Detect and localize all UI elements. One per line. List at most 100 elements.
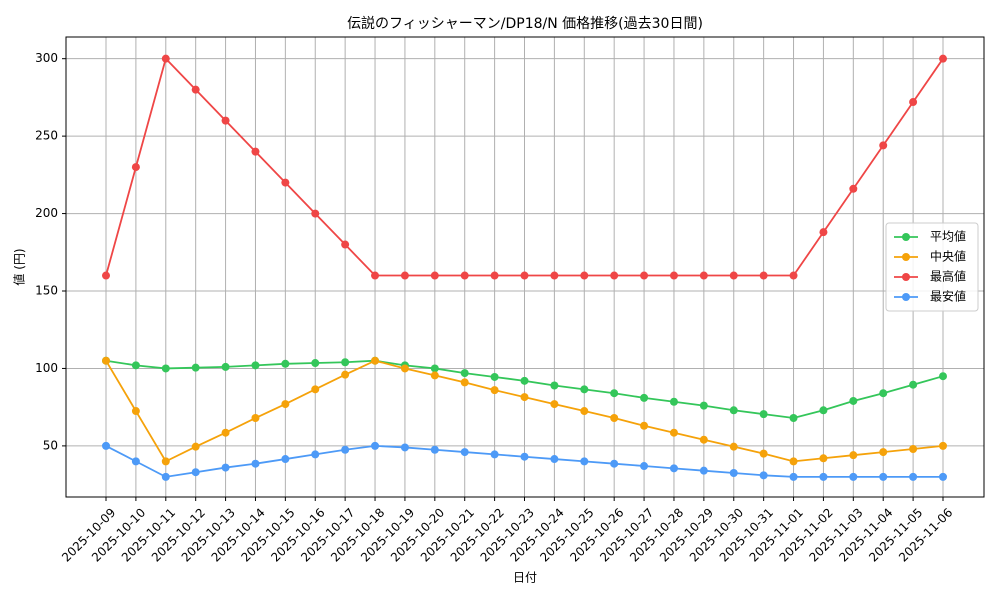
data-point <box>640 421 649 430</box>
x-axis-label: 日付 <box>513 571 537 585</box>
y-tick-label: 250 <box>35 129 58 143</box>
data-point <box>759 410 768 419</box>
data-point <box>610 414 619 423</box>
data-point <box>251 414 260 423</box>
legend-label: 中央値 <box>930 249 966 264</box>
data-point <box>520 271 529 280</box>
y-tick-label: 50 <box>43 438 58 452</box>
data-point <box>371 271 380 280</box>
data-point <box>251 361 260 370</box>
data-point <box>161 364 170 373</box>
data-point <box>879 448 888 457</box>
data-point <box>789 457 798 466</box>
data-point <box>669 428 678 437</box>
data-point <box>819 472 828 481</box>
data-point <box>490 372 499 381</box>
data-point <box>221 116 230 125</box>
data-point <box>669 397 678 406</box>
y-tick-label: 200 <box>35 206 58 220</box>
legend-label: 最高値 <box>930 269 966 284</box>
data-point <box>669 271 678 280</box>
data-point <box>610 459 619 468</box>
data-point <box>191 468 200 477</box>
data-point <box>191 442 200 451</box>
data-point <box>939 54 947 63</box>
legend-marker <box>902 233 910 241</box>
data-point <box>520 452 529 461</box>
y-axis-label: 値 (円) <box>12 248 27 285</box>
data-point <box>341 240 350 249</box>
legend-marker <box>902 253 910 261</box>
data-point <box>460 369 469 378</box>
data-point <box>131 457 140 466</box>
data-point <box>221 463 230 472</box>
data-point <box>879 141 888 150</box>
data-point <box>131 361 140 370</box>
data-point <box>849 451 858 460</box>
data-point <box>251 459 260 468</box>
data-point <box>490 450 499 459</box>
data-point <box>729 442 738 451</box>
data-point <box>759 449 768 458</box>
data-point <box>520 393 529 402</box>
data-point <box>490 386 499 395</box>
data-point <box>430 364 439 373</box>
data-point <box>759 271 768 280</box>
data-point <box>341 370 350 379</box>
data-point <box>191 363 200 372</box>
data-point <box>460 378 469 387</box>
chart-title: 伝説のフィッシャーマン/DP18/N 価格推移(過去30日間) <box>347 16 703 32</box>
data-point <box>699 466 708 475</box>
data-point <box>400 364 409 373</box>
data-point <box>729 468 738 477</box>
data-point <box>311 450 320 459</box>
data-point <box>939 441 947 450</box>
data-point <box>430 371 439 380</box>
data-point <box>550 400 559 409</box>
data-point <box>939 472 947 481</box>
data-point <box>819 454 828 463</box>
data-point <box>191 85 200 94</box>
data-point <box>640 271 649 280</box>
plot-frame <box>65 36 985 498</box>
data-point <box>341 445 350 454</box>
data-point <box>311 209 320 218</box>
data-point <box>699 401 708 410</box>
legend-label: 平均値 <box>930 229 966 244</box>
data-point <box>281 455 290 464</box>
data-point <box>699 271 708 280</box>
data-point <box>580 271 589 280</box>
data-point <box>520 376 529 385</box>
data-point <box>610 389 619 398</box>
data-point <box>909 472 918 481</box>
data-point <box>580 407 589 416</box>
data-point <box>789 472 798 481</box>
y-tick-label: 300 <box>35 51 58 65</box>
data-point <box>550 271 559 280</box>
data-point <box>281 359 290 368</box>
grid <box>66 37 984 497</box>
data-point <box>161 54 170 63</box>
legend-label: 最安値 <box>930 289 966 304</box>
data-point <box>161 457 170 466</box>
data-point <box>669 464 678 473</box>
data-point <box>699 435 708 444</box>
data-point <box>729 406 738 415</box>
data-point <box>430 445 439 454</box>
data-point <box>400 443 409 452</box>
data-point <box>102 271 110 280</box>
data-point <box>131 407 140 416</box>
data-point <box>102 441 110 450</box>
data-point <box>281 400 290 409</box>
data-point <box>400 271 409 280</box>
data-point <box>849 184 858 193</box>
data-point <box>789 271 798 280</box>
data-point <box>102 356 110 365</box>
data-point <box>251 147 260 156</box>
data-point <box>879 472 888 481</box>
legend-marker <box>902 273 910 281</box>
data-point <box>759 471 768 480</box>
data-point <box>430 271 439 280</box>
